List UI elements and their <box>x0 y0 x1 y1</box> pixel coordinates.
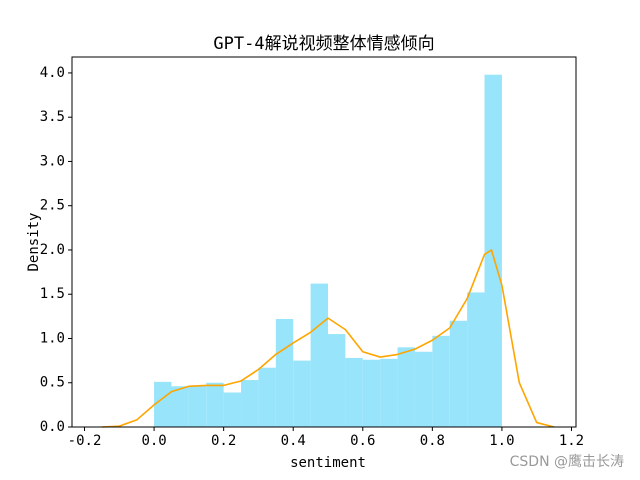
x-tick-label: 1.0 <box>489 433 514 449</box>
bar <box>380 358 398 427</box>
x-tick-label: 0.4 <box>281 433 306 449</box>
kde-line <box>101 249 555 428</box>
y-tick-label: 2.5 <box>40 198 65 214</box>
y-tick-label: 3.0 <box>40 153 65 169</box>
y-tick-label: 1.5 <box>40 286 65 302</box>
bar <box>154 381 172 427</box>
y-tick-label: 2.0 <box>40 242 65 258</box>
bar <box>258 367 276 427</box>
bar <box>397 347 415 427</box>
y-axis-label: Density <box>26 212 42 271</box>
bar <box>467 292 485 427</box>
x-tick-label: 1.2 <box>559 433 584 449</box>
bar <box>241 380 259 427</box>
bar <box>328 334 346 427</box>
y-tick-label: 0.0 <box>40 419 65 435</box>
bar <box>484 74 502 428</box>
x-tick-label: 0.2 <box>211 433 236 449</box>
x-tick-label: 0.0 <box>141 433 166 449</box>
bar <box>171 386 189 427</box>
bar <box>310 283 328 427</box>
bar <box>188 385 207 427</box>
bar <box>223 392 242 427</box>
bar <box>414 351 433 427</box>
bar <box>345 357 363 427</box>
x-axis-label: sentiment <box>290 455 366 471</box>
bar <box>362 359 381 427</box>
bar <box>275 319 294 427</box>
bar <box>206 382 224 427</box>
y-tick-label: 4.0 <box>40 65 65 81</box>
y-tick-label: 1.0 <box>40 330 65 346</box>
bar <box>449 320 468 427</box>
x-tick-label: 0.8 <box>420 433 445 449</box>
y-tick-label: 3.5 <box>40 109 65 125</box>
chart-title: GPT-4解说视频整体情感倾向 <box>213 34 434 54</box>
bar <box>293 360 311 427</box>
watermark: CSDN @鹰击长涛 <box>510 454 624 470</box>
plot-frame <box>71 56 577 428</box>
bar <box>432 335 450 427</box>
y-tick-label: 0.5 <box>40 375 65 391</box>
x-tick-label: 0.6 <box>350 433 375 449</box>
x-tick-label: -0.2 <box>68 433 102 449</box>
